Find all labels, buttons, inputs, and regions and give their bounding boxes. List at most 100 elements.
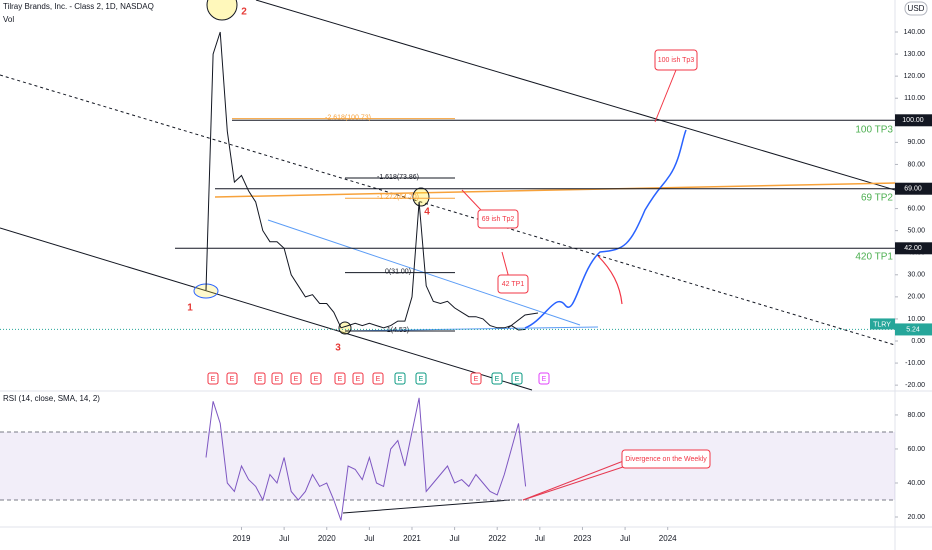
- symbol-tag: [870, 318, 895, 330]
- earnings-marker: [310, 372, 322, 385]
- target-label: 420 TP1: [855, 252, 893, 263]
- y-tick-label: 0.00: [911, 338, 925, 345]
- earnings-marker: [394, 372, 406, 385]
- earnings-label: E: [542, 376, 547, 383]
- x-tick-label: Jul: [364, 534, 374, 543]
- earnings-label: E: [515, 376, 520, 383]
- y-tick-label: 140.00: [904, 29, 926, 36]
- divergence-pointer: [522, 459, 627, 501]
- rsi-title: RSI (14, close, SMA, 14, 2): [3, 394, 100, 403]
- x-tick-label: Jul: [535, 534, 545, 543]
- level-tag-label: 42.00: [904, 245, 922, 252]
- volume-label: Vol: [3, 15, 14, 24]
- y-tick-label: 60.00: [907, 205, 925, 212]
- y-tick-label: 10.00: [907, 316, 925, 323]
- y-tick-label: 60.00: [907, 446, 925, 453]
- wave-label: 1: [187, 303, 193, 314]
- fib-label: -1.272(64.70): [377, 194, 419, 201]
- earnings-label: E: [474, 376, 479, 383]
- callout-text: 100 ish Tp3: [658, 57, 695, 64]
- level-tag-label: 69.00: [904, 186, 922, 193]
- last-price-tag: [895, 323, 932, 336]
- wave-label: 2: [241, 7, 247, 18]
- fib-label: -2.618(100.73): [325, 115, 371, 122]
- callout-box: [477, 209, 519, 229]
- y-tick-label: 80.00: [907, 161, 925, 168]
- arrow-line: [507, 312, 539, 329]
- earnings-label: E: [356, 376, 361, 383]
- callout-text: 69 ish Tp2: [482, 216, 515, 223]
- target-label: 100 TP3: [855, 125, 893, 136]
- target-label: 69 TP2: [861, 193, 893, 204]
- annotation-text: Divergence on the Weekly: [625, 456, 707, 463]
- level-tag: [895, 114, 932, 127]
- earnings-marker: [511, 372, 523, 385]
- earnings-marker: [470, 372, 482, 385]
- callout-pointer: [654, 69, 677, 123]
- x-tick-label: Jul: [620, 534, 630, 543]
- earnings-marker: [415, 372, 427, 385]
- last-price-label: 5.24: [906, 326, 920, 333]
- pivot-circle: [412, 187, 430, 207]
- callout-text: 42 TP1: [502, 281, 525, 288]
- callout-box: [654, 49, 698, 71]
- earnings-label: E: [495, 376, 500, 383]
- y-tick-label: 110.00: [904, 95, 925, 102]
- earnings-marker: [352, 372, 364, 385]
- x-tick-label: 2022: [488, 534, 506, 543]
- symbol-tag-label: TLRY: [873, 321, 891, 328]
- y-tick-label: 20.00: [907, 514, 925, 521]
- divergence-line: [342, 499, 511, 514]
- chart-title: Tilray Brands, Inc. - Class 2, 1D, NASDA…: [3, 2, 154, 11]
- fib-label: 0(31.00): [385, 268, 411, 275]
- earnings-label: E: [258, 376, 263, 383]
- x-tick-label: 2021: [403, 534, 421, 543]
- resistance-line: [214, 182, 896, 198]
- y-tick-label: 30.00: [907, 272, 925, 279]
- callout-box: [497, 274, 529, 294]
- x-tick-label: 2019: [233, 534, 251, 543]
- wave-label: 3: [335, 343, 341, 354]
- level-tag: [895, 182, 932, 195]
- earnings-marker: [334, 372, 346, 385]
- projection-path: [597, 255, 623, 305]
- earnings-marker: [207, 372, 219, 385]
- y-tick-label: 50.00: [907, 227, 925, 234]
- y-tick-label: 130.00: [904, 51, 926, 58]
- y-tick-label: 120.00: [904, 73, 926, 80]
- earnings-label: E: [294, 376, 299, 383]
- y-tick-label: 20.00: [907, 294, 925, 301]
- earnings-label: E: [419, 376, 424, 383]
- series-line: [205, 397, 527, 521]
- earnings-label: E: [398, 376, 403, 383]
- series-line: [205, 31, 526, 331]
- earnings-label: E: [230, 376, 235, 383]
- earnings-marker: [491, 372, 503, 385]
- y-tick-label: -10.00: [905, 360, 925, 367]
- y-tick-label: 90.00: [907, 139, 925, 146]
- x-tick-label: 2023: [574, 534, 592, 543]
- y-tick-label: -20.00: [905, 382, 925, 389]
- x-tick-label: 2020: [318, 534, 336, 543]
- earnings-marker: [538, 372, 550, 385]
- trend-line: [0, 227, 533, 391]
- y-tick-label: 40.00: [907, 480, 925, 487]
- fib-label: -1.618(73.86): [377, 174, 419, 181]
- currency-label: USD: [908, 4, 925, 13]
- wave-label: 4: [424, 207, 430, 218]
- earnings-marker: [372, 372, 384, 385]
- divergence-pointer: [522, 465, 627, 501]
- earnings-label: E: [211, 376, 216, 383]
- trend-line: [255, 0, 896, 191]
- fib-label: 1(4.53): [387, 327, 409, 334]
- earnings-marker: [254, 372, 266, 385]
- level-tag-label: 100.00: [902, 117, 924, 124]
- x-tick-label: 2024: [659, 534, 677, 543]
- x-tick-label: Jul: [279, 534, 289, 543]
- pivot-circle: [206, 0, 238, 21]
- earnings-label: E: [338, 376, 343, 383]
- earnings-label: E: [314, 376, 319, 383]
- earnings-marker: [271, 372, 283, 385]
- earnings-marker: [290, 372, 302, 385]
